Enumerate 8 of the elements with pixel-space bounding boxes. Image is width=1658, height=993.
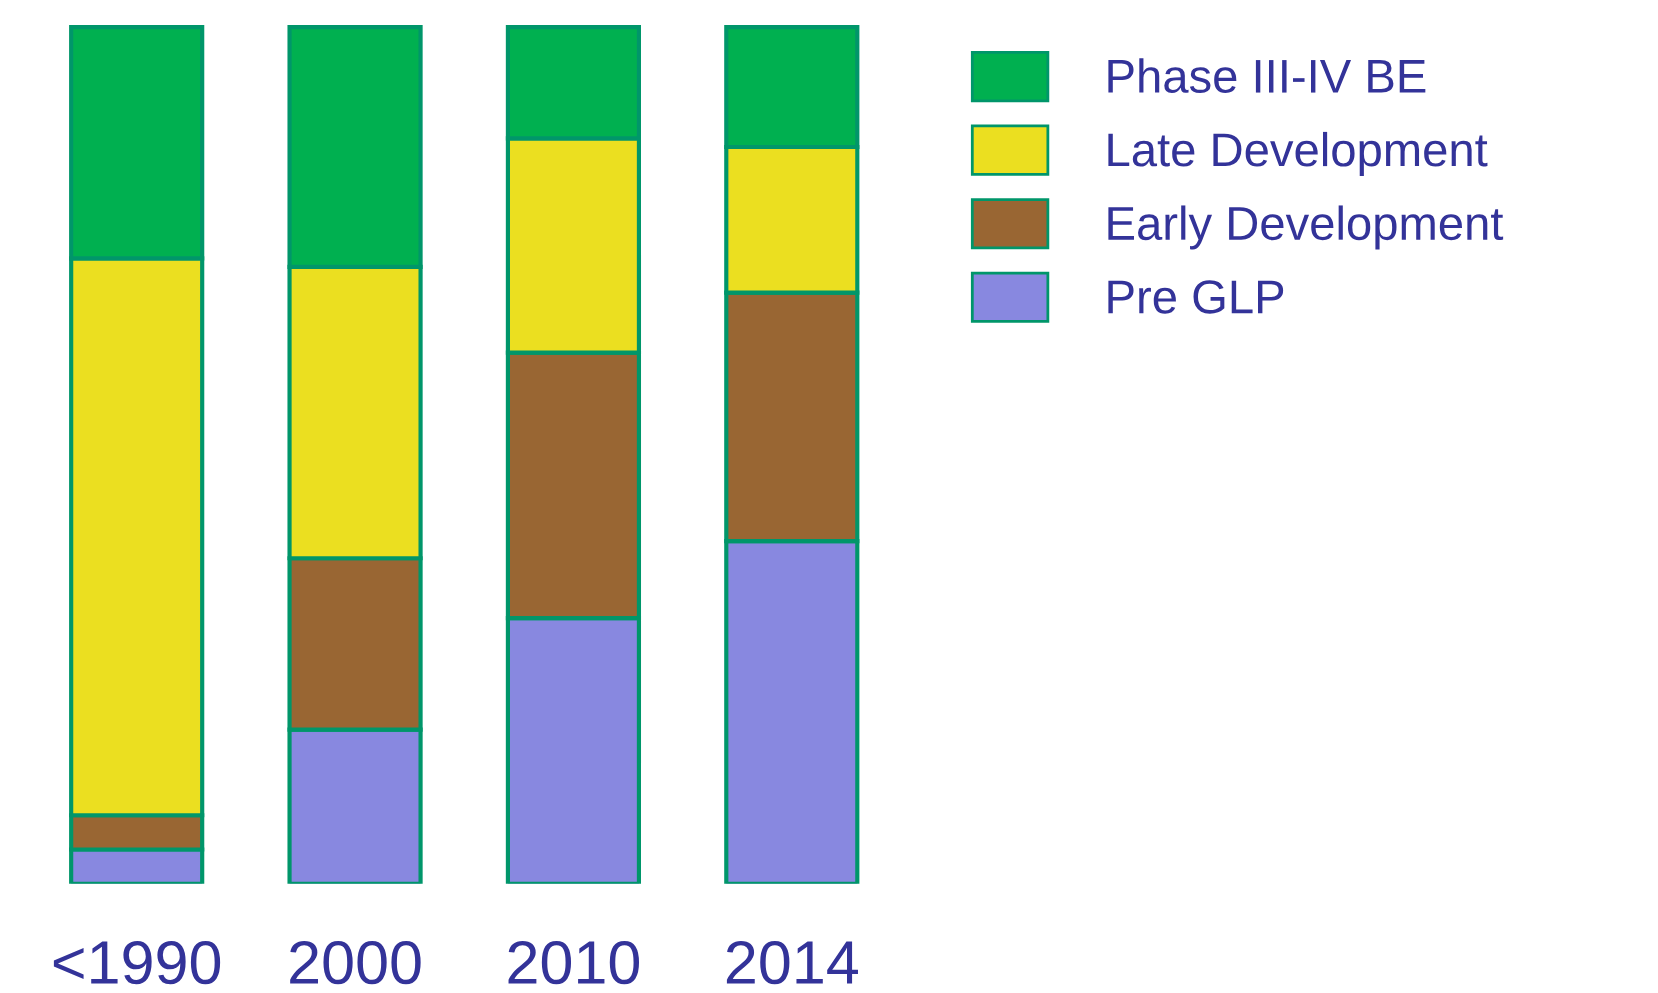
x-tick-label: <1990 <box>53 940 221 985</box>
legend-label: Phase III-IV BE <box>1108 58 1426 94</box>
legend-label: Early Development <box>1108 205 1504 250</box>
legend-label: Late Development <box>1108 131 1488 176</box>
legend-label: Pre GLP <box>1108 280 1284 314</box>
x-tick-label: 2014 <box>726 940 858 985</box>
x-tick-label: 2000 <box>290 940 421 985</box>
x-tick-label: 2010 <box>508 940 640 985</box>
